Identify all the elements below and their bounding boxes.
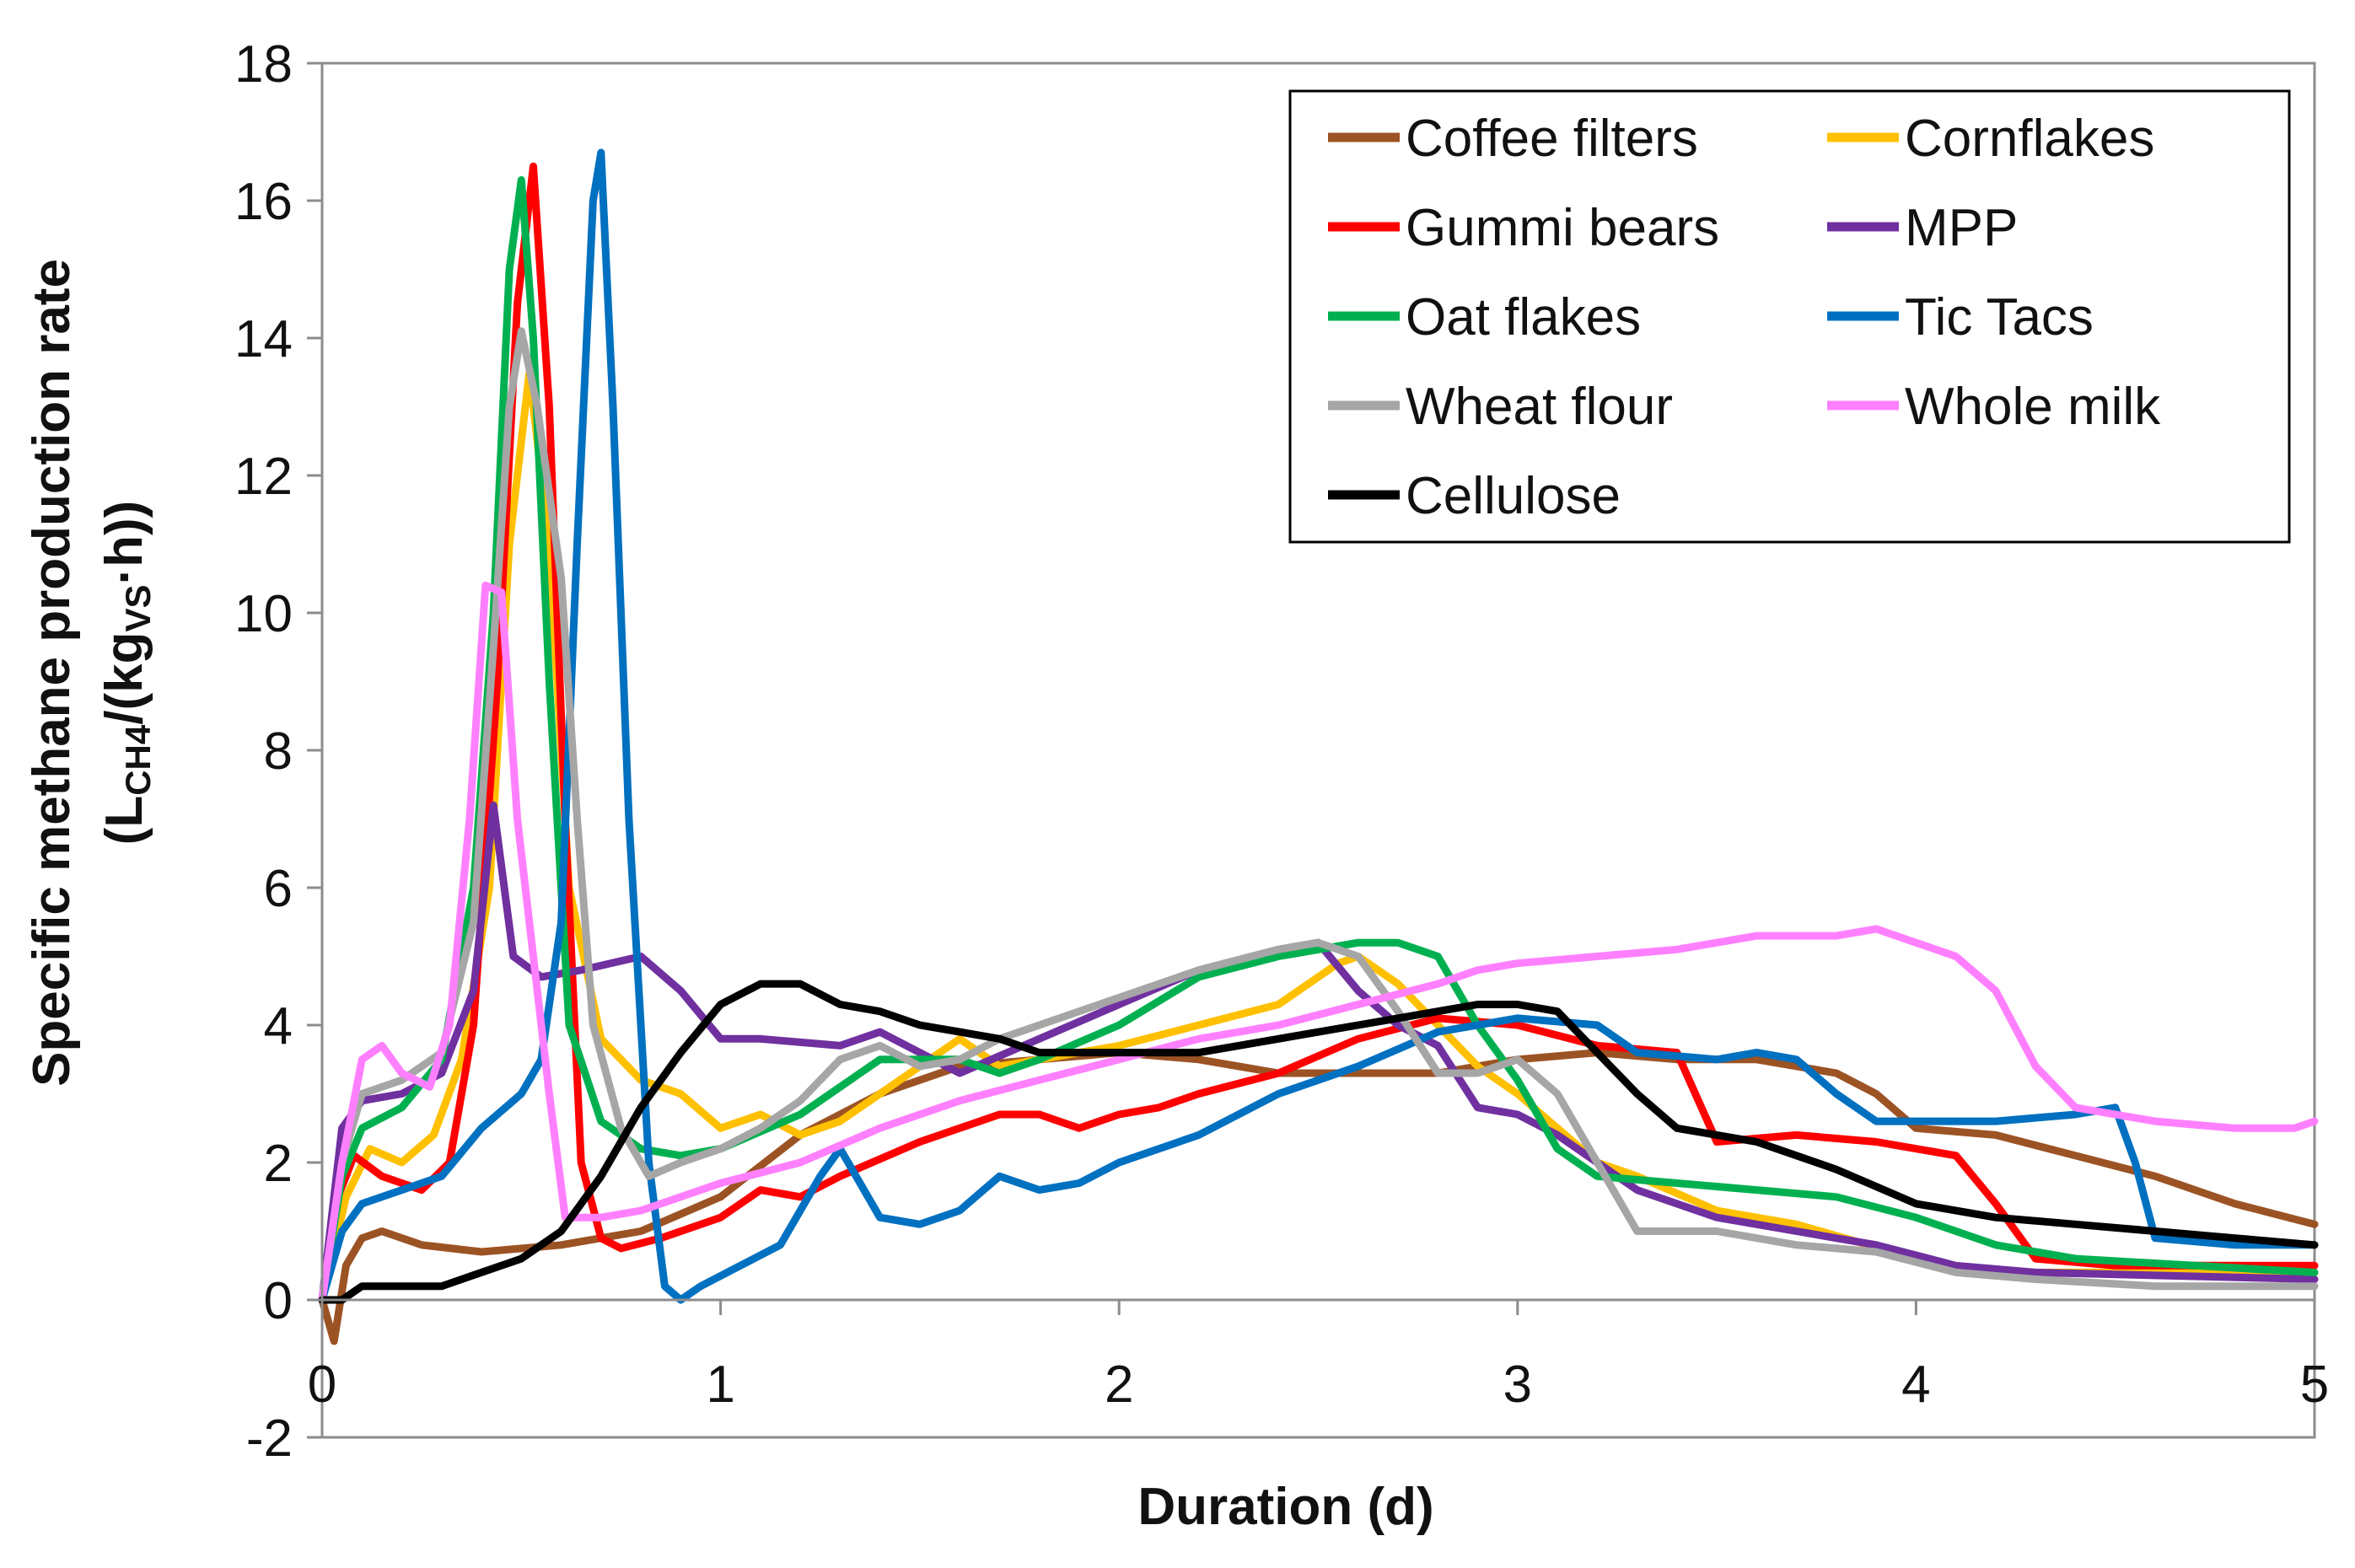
y-tick-label: 10 bbox=[234, 585, 293, 643]
y-tick-label: 12 bbox=[234, 448, 293, 506]
series-layer bbox=[318, 148, 2319, 1345]
y-tick-label: 0 bbox=[264, 1272, 293, 1330]
series-line-wheat-flour bbox=[318, 327, 2319, 1304]
x-axis-title: Duration (d) bbox=[1137, 1478, 1433, 1536]
x-tick-label: 3 bbox=[1503, 1356, 1532, 1414]
legend-label-cornflakes: Cornflakes bbox=[1905, 110, 2154, 168]
x-tick-label: 5 bbox=[2300, 1356, 2329, 1414]
y-tick-label: 2 bbox=[264, 1135, 293, 1193]
y-unit-part-2: /(kg bbox=[95, 632, 153, 725]
y-axis-title: Specific methane production rate bbox=[23, 259, 81, 1087]
x-tick-label: 0 bbox=[308, 1356, 336, 1414]
legend-label-whole-milk: Whole milk bbox=[1905, 378, 2161, 436]
y-unit-subscript-ch4: CH4 bbox=[118, 724, 158, 796]
series-line-tic-tacs bbox=[318, 148, 2319, 1304]
series-line-whole-milk bbox=[318, 581, 2319, 1304]
legend-box bbox=[1288, 89, 2291, 544]
legend: Coffee filters Cornflakes Gummi bears MPP Oa… bbox=[1288, 89, 2291, 544]
y-unit-subscript-vs: VS bbox=[118, 584, 158, 631]
x-tick-label: 4 bbox=[1901, 1356, 1930, 1414]
x-tick-label: 2 bbox=[1105, 1356, 1133, 1414]
x-tick-label: 1 bbox=[706, 1356, 734, 1414]
y-tick-label: 16 bbox=[234, 173, 293, 231]
y-axis-unit: (LCH4/(kgVS·h)) bbox=[95, 501, 158, 846]
y-tick-label: 6 bbox=[264, 860, 293, 918]
legend-label-oat-flakes: Oat flakes bbox=[1406, 288, 1641, 346]
y-tick-label: 14 bbox=[234, 310, 293, 368]
y-tick-label: 4 bbox=[264, 997, 293, 1055]
legend-label-tic-tacs: Tic Tacs bbox=[1905, 288, 2094, 346]
y-unit-part-1: (L bbox=[95, 796, 153, 846]
y-tick-label: 8 bbox=[264, 722, 293, 781]
series-line-coffee-filters bbox=[318, 1049, 2319, 1345]
legend-label-cellulose: Cellulose bbox=[1406, 467, 1621, 525]
series-line-mpp bbox=[318, 801, 2319, 1304]
y-tick-label: 18 bbox=[234, 35, 293, 94]
legend-label-gummi-bears: Gummi bears bbox=[1406, 199, 1719, 257]
series-line-oat-flakes bbox=[318, 176, 2319, 1304]
legend-label-wheat-flour: Wheat flour bbox=[1406, 378, 1673, 436]
legend-label-coffee-filters: Coffee filters bbox=[1406, 110, 1698, 168]
series-line-cellulose bbox=[318, 980, 2319, 1304]
legend-label-mpp: MPP bbox=[1905, 199, 2018, 257]
y-tick-label: -2 bbox=[246, 1410, 293, 1468]
y-unit-part-3: ·h)) bbox=[95, 501, 153, 585]
